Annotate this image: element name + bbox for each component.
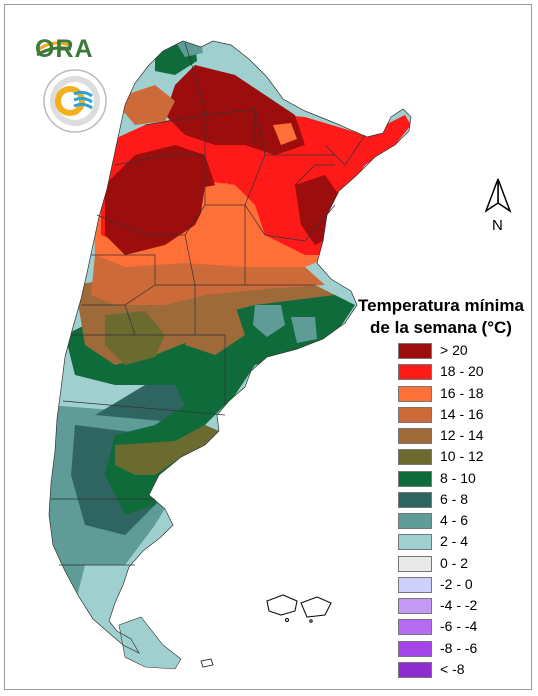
north-arrow: N [481,177,515,237]
legend-swatch [398,491,432,508]
legend-item: 10 - 12 [398,447,531,468]
map-frame: ORA N Temperatura mínima de la semana (°… [4,4,532,690]
smn-logo [42,68,108,134]
legend-swatch [398,619,432,636]
legend-label: 4 - 6 [440,512,469,528]
legend-label: 2 - 4 [440,533,469,550]
legend-label: 18 - 20 [440,363,484,380]
legend-item: 8 - 10 [398,469,531,490]
legend-swatch [398,555,432,572]
legend-label: -4 - -2 [440,597,478,613]
legend-item: -6 - -4 [398,617,531,638]
tierra-del-fuego [118,616,182,670]
legend-item: 18 - 20 [398,362,531,383]
legend-item: < -8 [398,660,531,681]
legend-swatch [398,598,432,614]
legend-label: 12 - 14 [440,427,484,443]
legend-item: -2 - 0 [398,575,531,596]
legend-item: 16 - 18 [398,384,531,405]
legend-label: > 20 [440,342,468,358]
malvinas-islands [266,594,332,623]
legend-label: -8 - -6 [440,639,478,656]
legend-swatch [398,534,432,551]
legend-label: 10 - 12 [440,448,484,465]
temperature-legend: > 20 18 - 20 16 - 18 14 - 16 12 - 14 10 - 12 8… [398,341,531,681]
north-label: N [492,217,503,234]
legend-title: Temperatura mínima de la semana (°C) [358,296,524,337]
legend-item: 12 - 14 [398,426,531,447]
legend-swatch [398,428,432,444]
legend-swatch [398,385,432,402]
ora-logo: ORA [35,33,115,65]
legend-label: -2 - 0 [440,575,473,592]
legend-item: 0 - 2 [398,554,531,575]
ora-logo-text: ORA [35,35,94,63]
legend-item: -8 - -6 [398,639,531,660]
legend-label: -6 - -4 [440,618,478,635]
islands-small [200,658,214,668]
legend-item: -4 - -2 [398,596,531,617]
legend-item: 6 - 8 [398,490,531,511]
legend-label: 14 - 16 [440,405,484,422]
legend-swatch [398,640,432,657]
legend-swatch [398,364,432,381]
legend-label: 6 - 8 [440,490,469,507]
legend-label: < -8 [440,660,465,677]
legend-item: 4 - 6 [398,511,531,532]
legend-swatch [398,406,432,423]
legend-swatch [398,470,432,487]
legend-swatch [398,661,432,678]
north-arrow-icon [484,178,512,213]
legend-label: 8 - 10 [440,469,476,486]
legend-swatch [398,449,432,466]
legend-label: 16 - 18 [440,384,484,401]
legend-swatch [398,576,432,593]
legend-item: 14 - 16 [398,405,531,426]
legend-item: > 20 [398,341,531,362]
legend-swatch [398,343,432,359]
legend-label: 0 - 2 [440,554,469,571]
argentina-temperature-map [48,40,412,670]
legend-swatch [398,513,432,529]
legend-item: 2 - 4 [398,532,531,553]
